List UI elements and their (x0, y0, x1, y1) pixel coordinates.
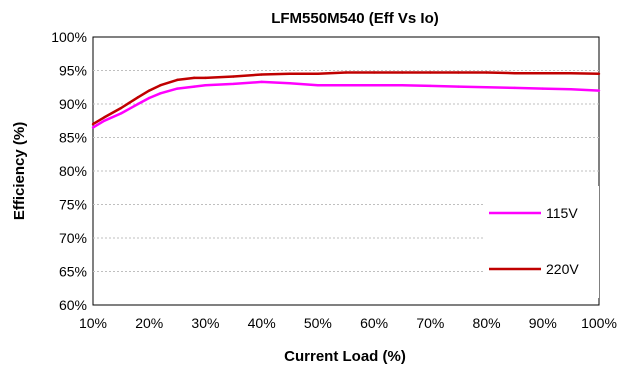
y-tick-label: 80% (59, 163, 87, 179)
legend: 115V 220V (489, 205, 579, 277)
data-point (372, 71, 376, 74)
x-axis-title: Current Load (%) (284, 348, 406, 365)
data-point (176, 78, 179, 82)
y-axis-ticks: 60% 65% 70% 75% 80% 85% 90% 95% 100% (51, 29, 87, 313)
data-point (103, 119, 106, 122)
data-point (103, 116, 106, 119)
data-point (372, 84, 376, 87)
series-lines (91, 71, 601, 129)
x-tick-label: 90% (529, 315, 557, 331)
data-point (429, 71, 432, 74)
x-tick-label: 40% (248, 315, 276, 331)
x-tick-label: 20% (135, 315, 163, 331)
data-point (176, 87, 179, 90)
x-tick-label: 30% (191, 315, 219, 331)
y-tick-label: 65% (59, 264, 87, 280)
data-point (485, 86, 488, 89)
legend-box (483, 186, 599, 298)
data-point (569, 71, 573, 75)
data-point (457, 71, 460, 74)
data-point (148, 89, 151, 92)
x-tick-label: 60% (360, 315, 388, 331)
x-tick-label: 50% (304, 315, 332, 331)
legend-label: 115V (546, 205, 578, 221)
data-point (91, 122, 95, 126)
y-tick-label: 70% (59, 230, 87, 246)
y-tick-label: 75% (59, 197, 87, 213)
data-point (91, 126, 95, 129)
data-point (148, 96, 151, 100)
data-point (119, 106, 123, 110)
x-tick-label: 80% (473, 315, 501, 331)
data-point (193, 76, 196, 80)
x-axis-ticks: 10% 20% 30% 40% 50% 60% 70% 80% 90% 100% (79, 315, 617, 331)
x-tick-label: 10% (79, 315, 107, 331)
y-axis-title: Efficiency (%) (11, 122, 28, 220)
data-point (159, 92, 162, 95)
x-tick-label: 100% (581, 315, 617, 331)
data-point (401, 71, 404, 74)
data-point (316, 84, 320, 87)
data-point (288, 72, 291, 76)
y-tick-label: 100% (51, 29, 87, 45)
data-point (288, 82, 291, 85)
y-tick-label: 95% (59, 63, 87, 79)
data-point (597, 89, 601, 92)
data-point (541, 87, 544, 90)
y-tick-label: 85% (59, 130, 87, 146)
data-point (204, 76, 207, 80)
x-tick-label: 70% (416, 315, 444, 331)
y-tick-label: 60% (59, 297, 87, 313)
data-point (344, 84, 348, 87)
data-point (485, 71, 488, 74)
data-point (159, 84, 162, 87)
y-tick-label: 90% (59, 96, 87, 112)
data-point (260, 80, 263, 84)
data-point (260, 73, 263, 76)
data-point (136, 102, 140, 106)
data-point (457, 85, 460, 88)
data-point (597, 72, 601, 76)
legend-label: 220V (546, 261, 579, 277)
data-point (401, 84, 404, 87)
data-point (119, 112, 123, 115)
data-point (569, 88, 573, 91)
data-point (136, 96, 140, 99)
data-point (232, 75, 235, 78)
data-point (344, 71, 348, 74)
data-point (541, 71, 544, 75)
data-point (204, 84, 207, 87)
data-point (316, 72, 320, 76)
data-point (429, 84, 432, 88)
chart-title: LFM550M540 (Eff Vs Io) (271, 10, 439, 27)
data-point (513, 86, 516, 90)
data-point (232, 82, 235, 86)
data-point (513, 71, 516, 75)
data-point (193, 85, 196, 88)
